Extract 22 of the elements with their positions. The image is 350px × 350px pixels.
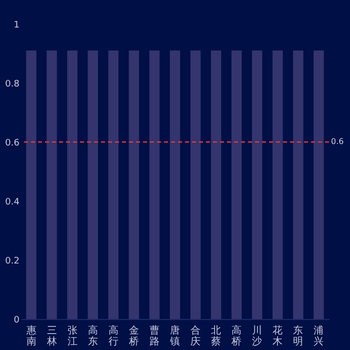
ref-line-label: 0.6 — [331, 137, 344, 146]
x-tick-label: 北蔡 — [211, 324, 222, 348]
x-tick-label: 高桥 — [230, 324, 242, 348]
y-tick-label: 0.2 — [5, 256, 20, 266]
x-tick-label: 浦兴 — [314, 324, 324, 348]
y-tick-label: 1 — [14, 20, 20, 30]
y-tick-label: 0.8 — [5, 80, 20, 90]
y-tick-label: 0.4 — [5, 198, 20, 208]
x-tick-label: 金桥 — [128, 324, 139, 348]
x-tick-label: 三林 — [46, 326, 57, 348]
x-tick-label: 东明 — [293, 324, 304, 348]
y-tick-label: 0 — [14, 316, 20, 326]
x-tick-label: 张江 — [67, 324, 78, 348]
x-tick-label: 合庆 — [190, 324, 201, 348]
x-tick-label: 川沙 — [252, 324, 262, 348]
x-tick-label: 花木 — [272, 324, 283, 348]
x-tick-label: 高行 — [108, 324, 118, 348]
x-tick-label: 曹路 — [149, 324, 160, 348]
y-tick-label: 0.6 — [5, 138, 20, 148]
x-tick-label: 唐镇 — [169, 324, 180, 348]
x-tick-label: 惠南 — [25, 324, 36, 348]
x-tick-label: 高东 — [88, 324, 98, 348]
